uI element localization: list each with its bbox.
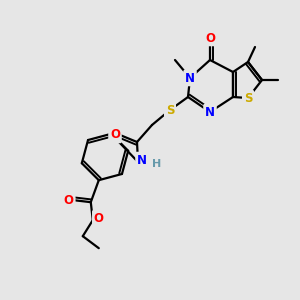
Text: O: O [64,194,74,207]
Text: H: H [152,159,161,169]
Text: N: N [185,71,195,85]
Text: S: S [244,92,252,104]
Text: O: O [205,32,215,44]
Text: N: N [205,106,215,118]
Text: O: O [110,128,120,142]
Text: N: N [137,154,147,166]
Text: S: S [166,103,174,116]
Text: O: O [94,212,104,225]
